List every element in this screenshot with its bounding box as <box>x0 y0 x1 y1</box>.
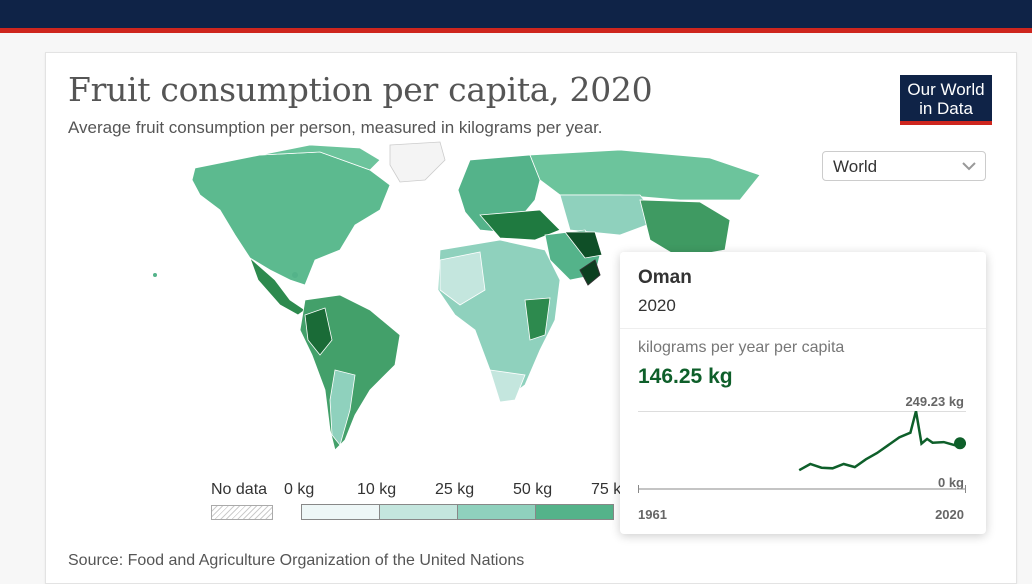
map-region-greenland[interactable] <box>389 141 446 183</box>
map-region-south-africa[interactable] <box>489 369 526 403</box>
legend-tick-label: 10 kg <box>357 481 397 498</box>
world-map[interactable] <box>140 140 780 460</box>
top-nav-accent <box>0 28 1032 33</box>
legend-no-data-swatch[interactable] <box>211 505 273 520</box>
logo-line-1: Our World <box>907 80 985 99</box>
tooltip-divider <box>620 328 986 329</box>
legend-bin[interactable] <box>535 504 614 520</box>
tooltip-country: Oman <box>638 267 692 288</box>
legend-tick-label: 25 kg <box>435 481 475 498</box>
logo-line-2: in Data <box>919 99 973 118</box>
map-region-island[interactable] <box>153 273 157 277</box>
map-region-oman[interactable] <box>579 259 601 286</box>
legend-bin[interactable] <box>301 504 380 520</box>
tooltip-metric: kilograms per year per capita <box>638 339 845 356</box>
top-nav-bar <box>0 0 1032 28</box>
map-region-north-america[interactable] <box>191 151 391 286</box>
region-select[interactable]: World <box>822 151 986 181</box>
sparkline-max-label: 249.23 kg <box>905 394 964 409</box>
map-region-russia[interactable] <box>529 149 761 201</box>
chart-title: Fruit consumption per capita, 2020 <box>68 70 653 109</box>
region-select-value: World <box>833 157 878 176</box>
map-region-central-asia[interactable] <box>559 194 661 236</box>
legend-no-data-label: No data <box>211 481 268 498</box>
map-region-china[interactable] <box>639 199 731 259</box>
legend-bin[interactable] <box>379 504 458 520</box>
map-region-canada-north[interactable] <box>259 144 381 171</box>
map-tooltip: Oman 2020 kilograms per year per capita … <box>620 252 986 534</box>
owid-logo[interactable]: Our World in Data <box>900 75 992 125</box>
map-region-island[interactable] <box>292 272 298 278</box>
map-region-peru[interactable] <box>304 307 333 356</box>
legend-tick-label: 50 kg <box>513 481 553 498</box>
sparkline-current-point <box>954 437 966 450</box>
map-region-central-america[interactable] <box>249 257 306 316</box>
tooltip-year: 2020 <box>638 296 676 315</box>
legend-tick-label: 0 kg <box>284 481 315 498</box>
map-region-iran[interactable] <box>564 231 603 259</box>
sparkline-series-line <box>798 411 966 472</box>
chart-subtitle: Average fruit consumption per person, me… <box>68 118 603 137</box>
chevron-down-icon <box>962 162 976 171</box>
map-region-argentina[interactable] <box>329 369 356 446</box>
tooltip-value: 146.25 kg <box>638 365 733 388</box>
sparkline-x-end: 2020 <box>935 507 964 522</box>
tooltip-header: Oman 2020 <box>620 252 986 328</box>
legend-bin[interactable] <box>457 504 536 520</box>
source-note[interactable]: Source: Food and Agriculture Organizatio… <box>68 552 525 569</box>
sparkline-x-start: 1961 <box>638 507 667 522</box>
map-region-east-africa[interactable] <box>524 297 551 341</box>
sparkline-min-label: 0 kg <box>937 475 964 490</box>
sparkline-chart <box>638 411 966 493</box>
map-region-west-africa[interactable] <box>439 251 486 306</box>
